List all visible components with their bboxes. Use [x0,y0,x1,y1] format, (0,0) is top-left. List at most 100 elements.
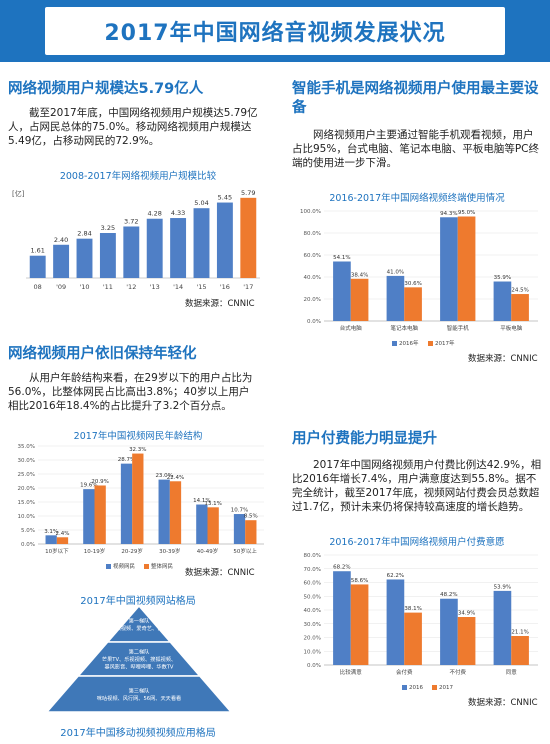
bar-2016 [440,598,458,665]
section-text-devices: 网络视频用户主要通过智能手机观看视频，用户占比95%，台式电脑、笔记本电脑、平板… [292,129,540,169]
y-tick-label: 60.0% [304,253,321,259]
legend-swatch [392,341,397,346]
data-label: 53.9% [494,584,511,590]
legend-label: 2016年 [399,339,419,347]
bar-2016年 [386,275,405,321]
section-title-devices: 智能手机是网络视频用户使用最主要设备 [292,81,539,116]
data-label: 2.84 [77,230,91,238]
data-label: 94.3% [440,211,457,217]
legend-swatch [106,564,111,569]
data-label: 34.9% [458,611,475,617]
y-tick-label: 40.0% [304,275,321,281]
bar-2016年 [333,261,351,321]
bar-视频网民 [83,489,95,544]
y-tick-label: 20.0% [304,636,321,642]
bar-'16 [216,202,233,278]
user-scale-chart: [亿] 1.61 08 2.40 '09 2.84 '10 3.25 '11 3.72 '12 4.2… [12,189,260,291]
data-label: 19.6% [80,483,97,489]
x-tick-label: 智能手机 [447,324,470,332]
data-label: 5.04 [194,199,208,207]
bar-整体网民 [245,520,257,544]
y-tick-label: 60.0% [304,581,321,587]
legend-swatch [428,341,433,346]
bar-2017 [404,612,422,665]
x-tick-label: 会付费 [396,668,413,676]
bar-2017年 [457,216,476,321]
footer-title: 2017年中国移动视频视频应用格局 [60,728,216,739]
age-structure-chart: 0.0% 5.0% 10.0% 15.0% 20.0% 25.0% 30.0% 35.0% 3.… [18,444,264,570]
x-tick-label: 40-49岁 [197,547,218,555]
bar-'15 [193,208,210,278]
pyramid-title: 2017年中国视频网站格局 [80,596,196,607]
data-label: 28.7% [118,457,135,463]
data-label: 22.4% [167,475,184,481]
y-tick-label: 80.0% [304,553,321,559]
bar-视频网民 [158,479,170,544]
legend-swatch [402,685,407,690]
data-label: 20.9% [91,479,108,485]
x-tick-label: '10 [79,283,89,291]
bar-整体网民 [56,537,69,544]
bar-整体网民 [207,507,219,544]
x-tick-label: 比较满意 [340,668,363,676]
data-label: 2.4% [55,531,69,537]
data-label: 14.1% [193,498,210,504]
source-users: 数据来源：CNNIC [185,299,255,309]
x-tick-label: 50岁以上 [233,547,257,555]
website-tier-pyramid: 第一梯队腾讯视频、爱奇艺、优酷第二梯队芒果TV、乐视视频、搜狐视频、暴风影音、哔… [45,604,233,713]
bar-2016 [493,590,512,665]
bar-2016 [386,579,405,665]
x-tick-label: 08 [34,283,42,291]
bar-2017年 [350,278,369,321]
y-tick-label: 0.0% [307,319,321,325]
bar-2017 [350,584,369,665]
bar-'10 [76,238,93,278]
legend-label: 2016 [409,685,423,691]
data-label: 58.6% [351,578,368,584]
pyramid-tier-text: 咪咕视频、风行网、56网、天天看看 [97,694,181,702]
bar-整体网民 [132,453,144,544]
data-label: 3.72 [124,217,138,225]
data-label: 54.1% [333,255,350,261]
y-tick-label: 80.0% [304,231,321,237]
bar-'11 [99,233,116,278]
data-label: 21.1% [511,629,528,635]
y-tick-label: 35.0% [18,444,35,450]
data-label: 38.1% [404,606,421,612]
device-usage-chart: 0.0% 20.0% 40.0% 60.0% 80.0% 100.0% 54.1% 38.4%… [300,209,538,347]
pyramid-tier-text: 第一梯队 [129,616,151,624]
data-label: 32.3% [129,447,146,453]
x-tick-label: '16 [220,283,230,291]
payment-willingness-chart: 0.0% 10.0% 20.0% 30.0% 40.0% 50.0% 60.0% 70.0% 8… [304,553,538,691]
pyramid-tier-text: 芒果TV、乐视视频、搜狐视频、 [102,655,176,663]
bar-08 [29,255,46,278]
chart-title-devices: 2016-2017年中国网络视频终端使用情况 [329,193,505,204]
section-text-users: 截至2017年底，中国网络视频用户规模达5.79亿人，占网民总体的75.0%。移… [8,107,258,147]
section-title-payment: 用户付费能力明显提升 [292,431,437,447]
chart-title-payment: 2016-2017年中国网络视频用户付费意愿 [329,537,505,548]
bar-视频网民 [196,504,208,544]
pyramid-tier-text: 暴风影音、哔哩哔哩、华数TV [105,663,174,671]
data-label: 23.0% [155,473,172,479]
bar-2016年 [493,281,512,321]
y-tick-label: 15.0% [18,500,35,506]
bar-整体网民 [94,485,106,544]
source-payment: 数据来源：CNNIC [468,698,538,708]
data-label: 5.45 [218,194,232,202]
legend-label: 视频网民 [113,562,136,570]
data-label: 48.2% [440,592,457,598]
y-tick-label: 25.0% [18,472,35,478]
data-label: 3.25 [101,224,115,232]
legend-label: 2017年 [435,339,455,347]
bar-'09 [53,244,70,278]
data-label: 38.4% [351,272,368,278]
pyramid-tier-text: 第三梯队 [129,686,151,694]
x-tick-label: 10-19岁 [84,547,105,555]
x-tick-label: '09 [56,283,66,291]
x-tick-label: 台式电脑 [340,324,363,332]
y-tick-label: 0.0% [21,542,35,548]
page-title: 2017年中国网络音视频发展状况 [104,21,446,46]
y-tick-label: 5.0% [21,528,35,534]
data-label: 13.1% [204,501,221,507]
x-tick-label: 20-29岁 [121,547,142,555]
